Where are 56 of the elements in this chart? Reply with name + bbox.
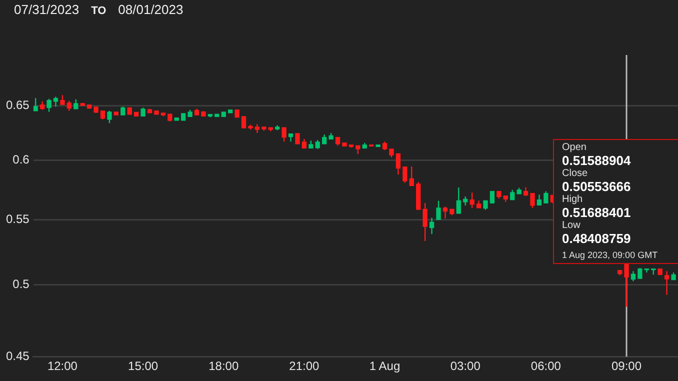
candlestick bbox=[33, 97, 38, 112]
candlestick bbox=[624, 261, 629, 308]
candlestick bbox=[107, 110, 112, 124]
candlestick bbox=[241, 116, 246, 128]
x-tick-label: 1 Aug bbox=[369, 359, 400, 374]
candlestick bbox=[490, 190, 495, 204]
candlestick bbox=[470, 192, 474, 209]
x-tick-label: 06:00 bbox=[530, 359, 562, 374]
candlestick bbox=[396, 153, 401, 176]
x-tick-label: 03:00 bbox=[450, 359, 481, 374]
candlestick bbox=[302, 138, 307, 149]
text: TO bbox=[91, 5, 106, 17]
candlestick bbox=[74, 98, 78, 110]
candlestick bbox=[409, 166, 414, 186]
candlestick bbox=[664, 270, 670, 296]
annotation: 0.51688401 bbox=[562, 204, 632, 220]
candlestick bbox=[442, 206, 448, 219]
y-tick-label: 0.55 bbox=[6, 212, 30, 226]
candlestick bbox=[66, 100, 72, 112]
candlestick bbox=[536, 194, 542, 206]
annotation: 0.51588904 bbox=[562, 152, 632, 168]
candlestick bbox=[544, 190, 548, 204]
annotation: Open bbox=[562, 142, 588, 154]
candlestick bbox=[483, 200, 488, 210]
candlestick bbox=[630, 270, 636, 282]
candlestick bbox=[510, 189, 515, 200]
x-tick-label: 12:00 bbox=[47, 359, 78, 374]
candlestick bbox=[463, 196, 468, 206]
candlestick bbox=[322, 134, 327, 145]
text: 08/01/2023 bbox=[118, 2, 184, 17]
candlestick bbox=[638, 267, 642, 280]
annotation: 1 Aug 2023, 09:00 GMT bbox=[562, 250, 659, 260]
annotation: Low bbox=[562, 220, 582, 232]
y-tick-label: 0.6 bbox=[12, 152, 30, 167]
candlestick bbox=[422, 202, 428, 242]
x-tick-label: 15:00 bbox=[128, 359, 158, 374]
annotation: 0.48408759 bbox=[562, 230, 632, 246]
candlestick bbox=[295, 133, 300, 144]
candlestick bbox=[282, 126, 286, 142]
y-tick-label: 0.45 bbox=[6, 348, 30, 363]
x-tick-label: 21:00 bbox=[289, 359, 320, 374]
candlestick bbox=[402, 166, 408, 184]
x-tick-label: 18:00 bbox=[208, 359, 239, 374]
candlestick bbox=[530, 192, 535, 209]
candlestick bbox=[60, 94, 65, 106]
annotation: Close bbox=[562, 168, 589, 180]
annotation: 0.50553666 bbox=[562, 178, 632, 194]
y-tick-label: 0.5 bbox=[12, 276, 30, 291]
candlestick bbox=[46, 98, 52, 113]
annotation: High bbox=[562, 194, 584, 206]
text: 07/31/2023 bbox=[14, 2, 80, 17]
y-tick-label: 0.65 bbox=[6, 98, 30, 112]
candlestick bbox=[429, 217, 434, 235]
candlestick bbox=[456, 186, 461, 214]
candlestick bbox=[436, 200, 441, 220]
x-tick-label: 09:00 bbox=[612, 359, 642, 374]
